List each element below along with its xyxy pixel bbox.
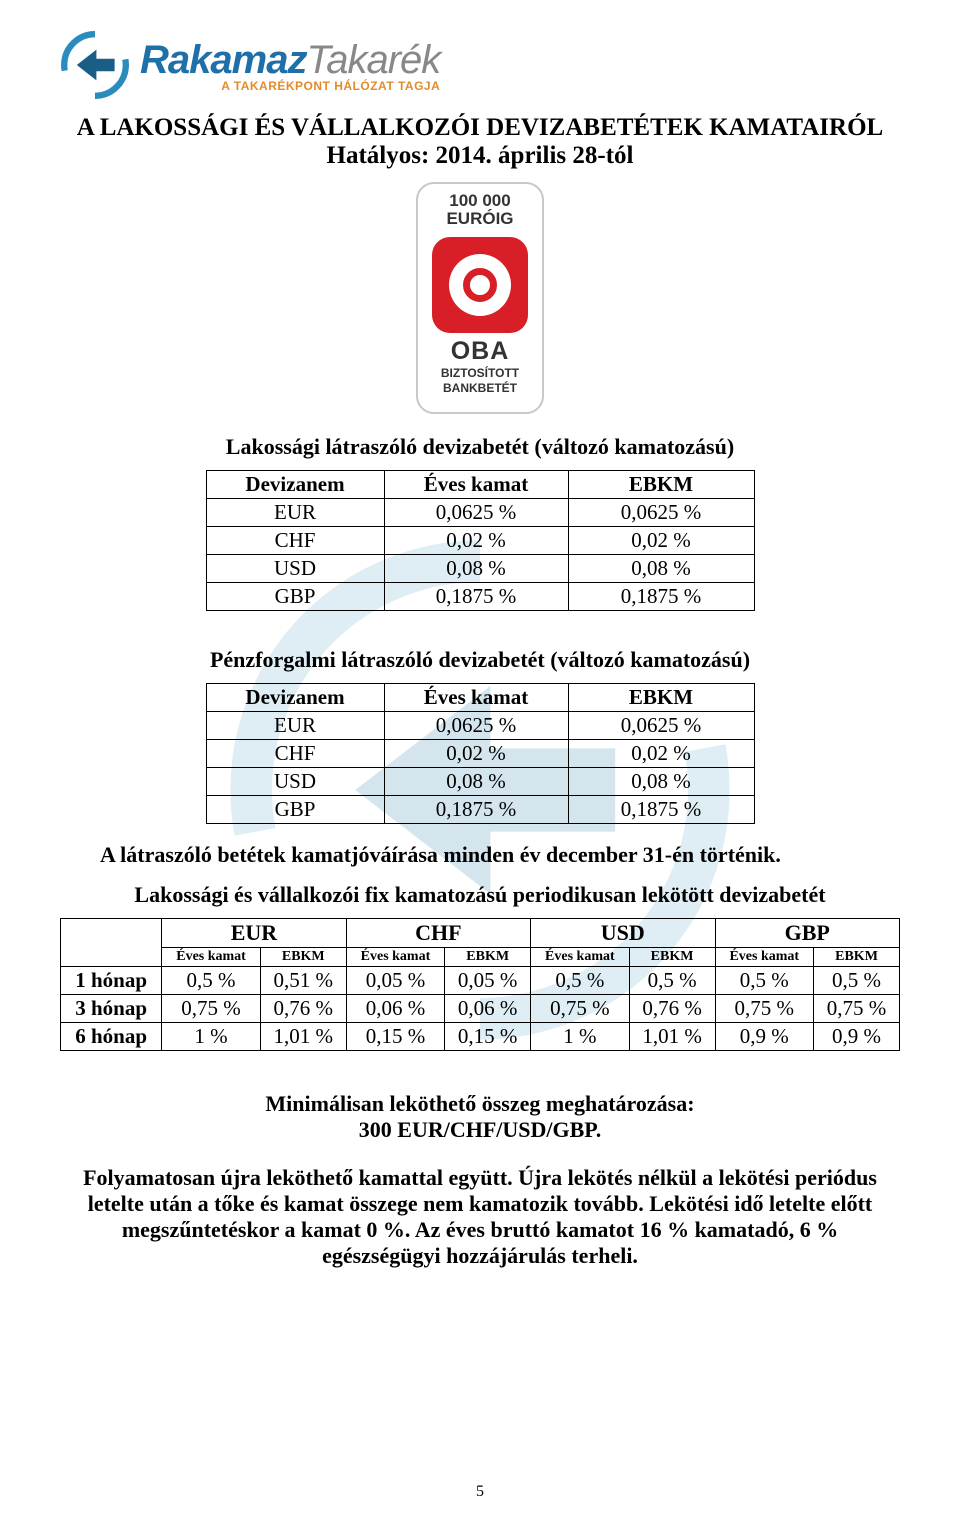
corner-cell (61, 919, 162, 967)
td: EUR (206, 499, 384, 527)
td: 0,5 % (162, 967, 261, 995)
page-subtitle: Hatályos: 2014. április 28-tól (60, 142, 900, 170)
td: 0,08 % (568, 768, 754, 796)
td: 0,9 % (715, 1023, 814, 1051)
th: EBKM (568, 471, 754, 499)
section3-heading: Lakossági és vállalkozói fix kamatozású … (60, 882, 900, 908)
footer-paragraph: Folyamatosan újra leköthető kamattal egy… (60, 1165, 900, 1269)
th-currency: GBP (715, 919, 900, 948)
oba-line5: BANKBETÉT (443, 381, 517, 395)
td: 0,08 % (384, 768, 568, 796)
td: 0,76 % (260, 995, 346, 1023)
td: GBP (206, 583, 384, 611)
td: 0,5 % (531, 967, 630, 995)
td: 0,5 % (814, 967, 900, 995)
td: 1 % (162, 1023, 261, 1051)
td: CHF (206, 527, 384, 555)
td: 0,75 % (814, 995, 900, 1023)
td: 0,06 % (346, 995, 445, 1023)
td: 0,75 % (715, 995, 814, 1023)
td: 0,05 % (445, 967, 531, 995)
td: 0,9 % (814, 1023, 900, 1051)
brand-secondary: Takarék (306, 38, 440, 83)
td: 0,15 % (445, 1023, 531, 1051)
td: 0,1875 % (384, 583, 568, 611)
min-heading: Minimálisan leköthető összeg meghatározá… (60, 1091, 900, 1117)
td: EUR (206, 712, 384, 740)
page-content: Rakamaz Takarék A TAKARÉKPONT HÁLÓZAT TA… (0, 0, 960, 1309)
th-sub: Éves kamat (346, 948, 445, 967)
table-lakossagi: Devizanem Éves kamat EBKM EUR0,0625 %0,0… (206, 470, 755, 611)
th: Éves kamat (384, 684, 568, 712)
td: 0,02 % (384, 527, 568, 555)
td: 0,76 % (629, 995, 715, 1023)
th-sub: EBKM (629, 948, 715, 967)
td: 0,51 % (260, 967, 346, 995)
th: Éves kamat (384, 471, 568, 499)
td: USD (206, 768, 384, 796)
page-title: A LAKOSSÁGI ÉS VÁLLALKOZÓI DEVIZABETÉTEK… (60, 114, 900, 142)
td: USD (206, 555, 384, 583)
oba-line3: OBA (451, 339, 510, 364)
section1-heading: Lakossági látraszóló devizabetét (változ… (60, 434, 900, 460)
oba-line1: 100 000 (449, 192, 510, 209)
th-sub: Éves kamat (715, 948, 814, 967)
th-sub: EBKM (814, 948, 900, 967)
logo-block: Rakamaz Takarék A TAKARÉKPONT HÁLÓZAT TA… (60, 30, 900, 100)
td: 0,75 % (162, 995, 261, 1023)
td: 0,1875 % (568, 583, 754, 611)
td: 1,01 % (260, 1023, 346, 1051)
brand-logo-icon (60, 30, 130, 100)
td: 0,75 % (531, 995, 630, 1023)
oba-icon (432, 237, 528, 333)
brand-primary: Rakamaz (140, 38, 306, 83)
td: 0,08 % (568, 555, 754, 583)
td: 1 % (531, 1023, 630, 1051)
td: 1,01 % (629, 1023, 715, 1051)
td: 0,15 % (346, 1023, 445, 1051)
td: 0,0625 % (568, 499, 754, 527)
th-sub: Éves kamat (531, 948, 630, 967)
td: 0,0625 % (384, 712, 568, 740)
min-value: 300 EUR/CHF/USD/GBP. (60, 1117, 900, 1143)
td: 0,5 % (629, 967, 715, 995)
th: Devizanem (206, 684, 384, 712)
th-currency: CHF (346, 919, 530, 948)
table-penzforgalmi: Devizanem Éves kamat EBKM EUR0,0625 %0,0… (206, 683, 755, 824)
td: 0,1875 % (384, 796, 568, 824)
row-label: 1 hónap (61, 967, 162, 995)
th: EBKM (568, 684, 754, 712)
td: 0,06 % (445, 995, 531, 1023)
th-sub: EBKM (445, 948, 531, 967)
brand-tagline: A TAKARÉKPONT HÁLÓZAT TAGJA (221, 79, 440, 93)
td: 0,0625 % (384, 499, 568, 527)
td: GBP (206, 796, 384, 824)
td: CHF (206, 740, 384, 768)
oba-badge: 100 000 EURÓIG OBA BIZTOSÍTOTT BANKBETÉT (416, 182, 544, 414)
row-label: 6 hónap (61, 1023, 162, 1051)
brand-text: Rakamaz Takarék A TAKARÉKPONT HÁLÓZAT TA… (140, 38, 440, 93)
td: 0,5 % (715, 967, 814, 995)
th-sub: Éves kamat (162, 948, 261, 967)
th-currency: USD (531, 919, 715, 948)
row-label: 3 hónap (61, 995, 162, 1023)
td: 0,08 % (384, 555, 568, 583)
th-currency: EUR (162, 919, 346, 948)
td: 0,02 % (384, 740, 568, 768)
section2-heading: Pénzforgalmi látraszóló devizabetét (vál… (60, 647, 900, 673)
page-number: 5 (0, 1483, 960, 1501)
oba-line4: BIZTOSÍTOTT (441, 366, 519, 380)
td: 0,0625 % (568, 712, 754, 740)
td: 0,02 % (568, 740, 754, 768)
table-fix-kamat: EUR CHF USD GBP Éves kamat EBKM Éves kam… (60, 918, 900, 1051)
td: 0,05 % (346, 967, 445, 995)
td: 0,02 % (568, 527, 754, 555)
td: 0,1875 % (568, 796, 754, 824)
credit-note: A látraszóló betétek kamatjóváírása mind… (60, 842, 900, 868)
oba-line2: EURÓIG (446, 209, 513, 229)
th-sub: EBKM (260, 948, 346, 967)
th: Devizanem (206, 471, 384, 499)
